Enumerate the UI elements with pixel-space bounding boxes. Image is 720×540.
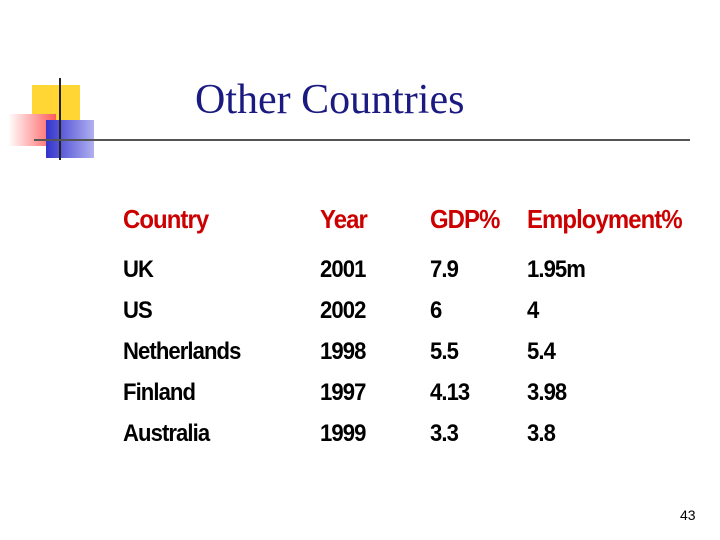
- table-cell: UK: [123, 256, 154, 283]
- header-cell: Employment%: [527, 204, 683, 234]
- header-cell: GDP%: [430, 204, 500, 234]
- table-cell: 2001: [320, 256, 366, 283]
- table-cell: 5.4: [527, 338, 556, 365]
- table-cell: 1997: [320, 379, 366, 406]
- table-cell: 2002: [320, 297, 366, 324]
- table-cell: 5.5: [430, 338, 459, 365]
- table-cell: 1999: [320, 420, 366, 447]
- deco-hline: [34, 139, 690, 141]
- table-cell: 4.13: [430, 379, 470, 406]
- slide-title: Other Countries: [195, 77, 465, 123]
- table-cell: 3.98: [527, 379, 567, 406]
- header-cell: Year: [320, 204, 368, 234]
- table-cell: 3.3: [430, 420, 459, 447]
- table-cell: Australia: [123, 420, 210, 447]
- table-cell: US: [123, 297, 153, 324]
- table-cell: 4: [527, 297, 539, 324]
- table-cell: 7.9: [430, 256, 459, 283]
- header-cell: Country: [123, 204, 209, 234]
- table-cell: Finland: [123, 379, 196, 406]
- page-number: 43: [680, 507, 696, 523]
- table-cell: 3.8: [527, 420, 556, 447]
- table-cell: 6: [430, 297, 442, 324]
- table-cell: 1998: [320, 338, 366, 365]
- table-cell: 1.95m: [527, 256, 586, 283]
- table-cell: Netherlands: [123, 338, 241, 365]
- deco-vline: [59, 78, 61, 160]
